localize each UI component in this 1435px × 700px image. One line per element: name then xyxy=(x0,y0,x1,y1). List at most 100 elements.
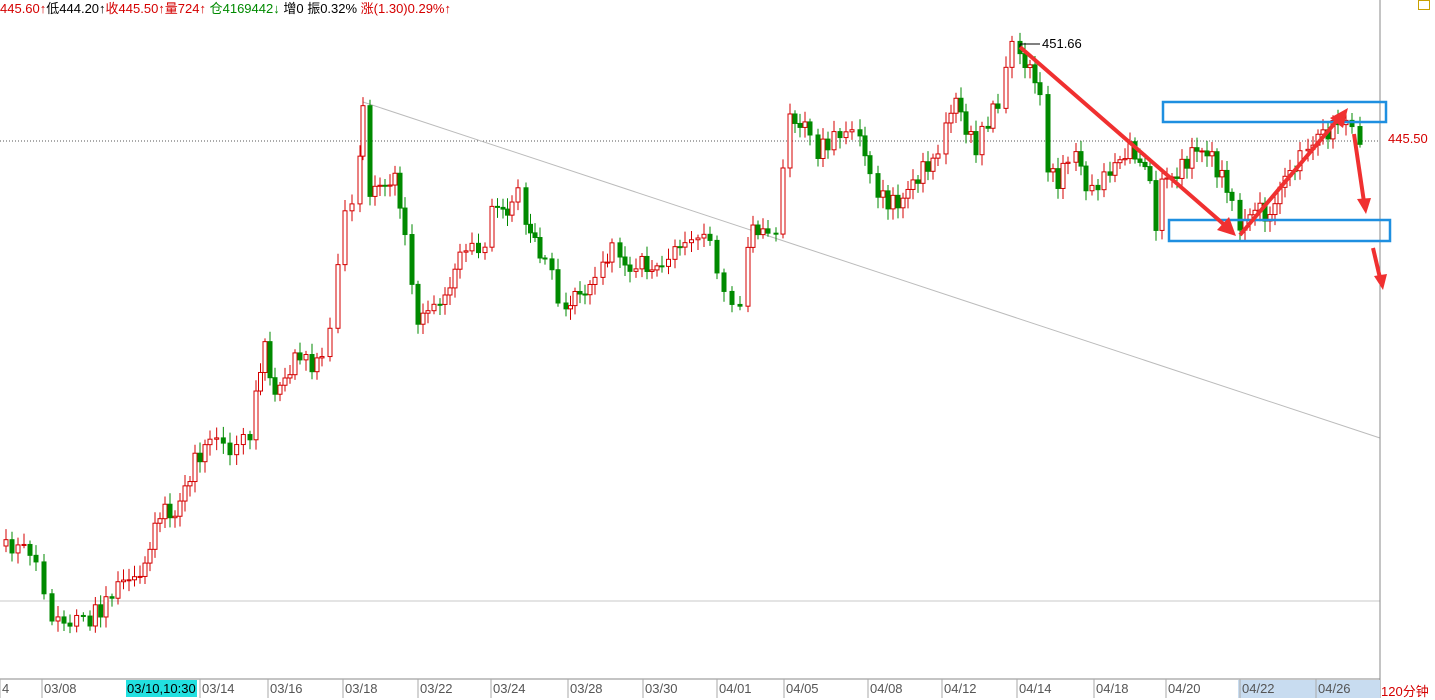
candle-body xyxy=(1037,82,1043,96)
candle-body xyxy=(202,444,208,463)
candle-body xyxy=(1272,203,1278,216)
x-tick-label: 03/08 xyxy=(44,681,77,696)
candle-body xyxy=(157,518,163,524)
info-segment: 增0 振0.32% xyxy=(279,1,361,16)
candle-body xyxy=(327,327,333,358)
candle-body xyxy=(930,157,936,172)
candle-body xyxy=(1214,151,1220,178)
candle-body xyxy=(568,305,573,310)
candle-body xyxy=(528,223,533,234)
candle-body xyxy=(1101,171,1107,191)
candle-body xyxy=(532,232,538,239)
candle-body xyxy=(600,261,606,278)
candle-body xyxy=(262,341,268,373)
candle-body xyxy=(87,615,93,627)
candle-body xyxy=(1349,119,1355,128)
candle-body xyxy=(1112,162,1118,176)
candle-body xyxy=(3,539,9,547)
candle-body xyxy=(862,135,868,157)
candle-body xyxy=(843,131,849,139)
candle-body xyxy=(707,233,713,241)
candle-body xyxy=(74,614,80,627)
candle-body xyxy=(523,187,529,225)
candle-body xyxy=(457,251,463,270)
candle-body xyxy=(214,437,220,440)
date-highlight xyxy=(1238,680,1380,698)
info-segment: 低444.20↑ xyxy=(46,1,106,16)
high-marker-label: 451.66 xyxy=(1042,36,1082,51)
candle-body xyxy=(342,210,348,266)
candle-body xyxy=(958,97,964,113)
candle-body xyxy=(627,264,633,272)
candle-body xyxy=(1065,161,1071,164)
candle-body xyxy=(701,233,707,239)
candle-body xyxy=(537,237,543,259)
candle-body xyxy=(319,356,325,359)
candle-body xyxy=(1009,40,1015,68)
candle-body xyxy=(469,242,475,252)
candle-body xyxy=(721,272,727,292)
candle-body xyxy=(152,522,158,550)
candle-body xyxy=(515,187,521,203)
candle-body xyxy=(672,246,678,260)
candle-body xyxy=(780,167,786,235)
candle-body xyxy=(995,103,1001,109)
candle-body xyxy=(287,374,293,379)
info-segment: 仓4169442↓ xyxy=(206,1,280,16)
candle-body xyxy=(98,604,104,618)
candle-body xyxy=(360,105,366,157)
candle-body xyxy=(420,312,426,325)
candle-body xyxy=(577,290,583,295)
info-segment: 445.60↑ xyxy=(0,1,47,16)
candle-body xyxy=(463,250,469,253)
candle-body xyxy=(605,261,610,264)
candle-body xyxy=(500,206,506,210)
trend-line xyxy=(362,101,1381,439)
candle-body xyxy=(476,242,481,254)
candle-body xyxy=(820,138,826,159)
candle-body xyxy=(447,287,453,296)
arrow-down-short-1 xyxy=(1352,133,1366,203)
info-segment: 量724↑ xyxy=(164,1,206,16)
candle-body xyxy=(979,125,985,156)
corner-toggle-icon[interactable] xyxy=(1418,0,1430,10)
candle-body xyxy=(207,438,213,446)
candle-body xyxy=(253,390,259,441)
x-tick-label: 4 xyxy=(2,681,10,696)
candle-body xyxy=(1153,180,1159,231)
arrow-down-long xyxy=(1018,45,1230,230)
candle-body xyxy=(1060,162,1066,189)
x-tick-label: 03/28 xyxy=(570,681,603,696)
candle-body xyxy=(431,303,437,312)
period-selector[interactable]: 120分钟 xyxy=(1381,684,1429,699)
candle-body xyxy=(792,113,798,124)
candle-body xyxy=(1209,151,1215,157)
annotation-arrows xyxy=(1018,45,1387,290)
candle-body xyxy=(314,357,320,373)
candle-body xyxy=(1219,169,1225,178)
candle-body xyxy=(563,302,569,310)
candle-body xyxy=(258,371,263,392)
candle-body xyxy=(192,452,198,483)
arrow-down-short-2 xyxy=(1371,247,1382,279)
candle-body xyxy=(277,384,283,395)
candle-body xyxy=(1199,150,1205,153)
candle-body xyxy=(644,255,650,272)
support-box xyxy=(1167,218,1392,243)
candle-body xyxy=(815,134,821,159)
candle-body xyxy=(880,190,886,198)
x-tick-label: 04/18 xyxy=(1096,681,1129,696)
candle-body xyxy=(807,121,813,136)
candle-body xyxy=(382,184,388,187)
arrow-head-4 xyxy=(1374,274,1387,290)
candle-body xyxy=(55,616,61,622)
candle-body xyxy=(900,197,906,209)
candle-body xyxy=(126,579,132,582)
candle-body xyxy=(549,258,555,271)
candle-body xyxy=(67,622,73,627)
candle-body xyxy=(1229,191,1235,201)
candle-body xyxy=(973,131,979,156)
candle-body xyxy=(1179,158,1185,179)
candle-body xyxy=(765,228,771,234)
